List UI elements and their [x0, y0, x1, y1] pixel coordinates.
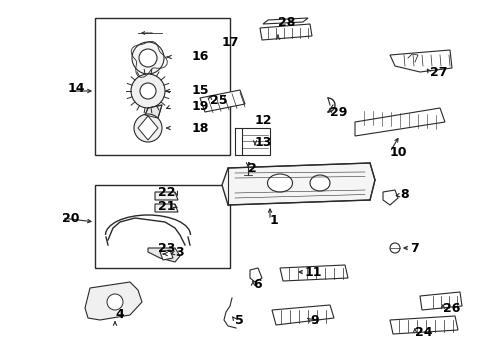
Circle shape — [131, 74, 164, 108]
Circle shape — [140, 83, 156, 99]
Text: 27: 27 — [429, 67, 447, 80]
Text: 4: 4 — [115, 309, 123, 321]
Polygon shape — [249, 268, 262, 282]
Text: 14: 14 — [68, 81, 85, 94]
Text: 15: 15 — [192, 85, 209, 98]
Text: 17: 17 — [222, 36, 239, 49]
Polygon shape — [85, 282, 142, 320]
Polygon shape — [160, 250, 173, 260]
Polygon shape — [382, 190, 397, 205]
Text: 16: 16 — [192, 50, 209, 63]
Text: 24: 24 — [414, 325, 431, 338]
Polygon shape — [148, 248, 180, 262]
Bar — [95, 185, 229, 268]
Text: 6: 6 — [252, 278, 261, 291]
Text: 5: 5 — [235, 314, 243, 327]
Polygon shape — [263, 18, 307, 24]
Text: 10: 10 — [389, 145, 407, 158]
Polygon shape — [138, 116, 158, 140]
Polygon shape — [389, 50, 451, 72]
Text: 2: 2 — [247, 162, 256, 175]
Text: 20: 20 — [62, 211, 80, 225]
Circle shape — [134, 114, 162, 142]
Polygon shape — [271, 305, 333, 325]
Text: 22: 22 — [158, 186, 175, 199]
Circle shape — [132, 42, 163, 74]
Polygon shape — [354, 108, 444, 136]
Text: 21: 21 — [158, 199, 175, 212]
Text: 1: 1 — [269, 213, 278, 226]
Circle shape — [139, 49, 157, 67]
Bar — [242, 128, 269, 155]
Circle shape — [244, 171, 251, 179]
Polygon shape — [200, 90, 244, 112]
Polygon shape — [419, 292, 461, 310]
Text: 12: 12 — [254, 113, 272, 126]
Text: 18: 18 — [192, 122, 209, 135]
Bar — [95, 18, 229, 155]
Text: 13: 13 — [254, 135, 272, 148]
Polygon shape — [260, 24, 311, 40]
Text: 26: 26 — [442, 302, 459, 315]
Polygon shape — [280, 265, 347, 281]
Polygon shape — [155, 204, 178, 212]
Text: 19: 19 — [192, 100, 209, 113]
Text: 8: 8 — [399, 189, 408, 202]
Polygon shape — [389, 316, 457, 334]
Text: 29: 29 — [329, 105, 346, 118]
Text: 3: 3 — [175, 247, 183, 260]
Text: 11: 11 — [305, 266, 322, 279]
Ellipse shape — [267, 174, 292, 192]
Polygon shape — [155, 192, 178, 200]
Ellipse shape — [309, 175, 329, 191]
Text: 23: 23 — [158, 242, 175, 255]
Polygon shape — [145, 105, 162, 118]
Text: 25: 25 — [209, 94, 227, 107]
Circle shape — [107, 294, 123, 310]
Circle shape — [389, 243, 399, 253]
Text: 28: 28 — [278, 15, 295, 28]
Polygon shape — [222, 163, 374, 205]
Text: 9: 9 — [309, 314, 318, 327]
Text: 7: 7 — [409, 242, 418, 255]
